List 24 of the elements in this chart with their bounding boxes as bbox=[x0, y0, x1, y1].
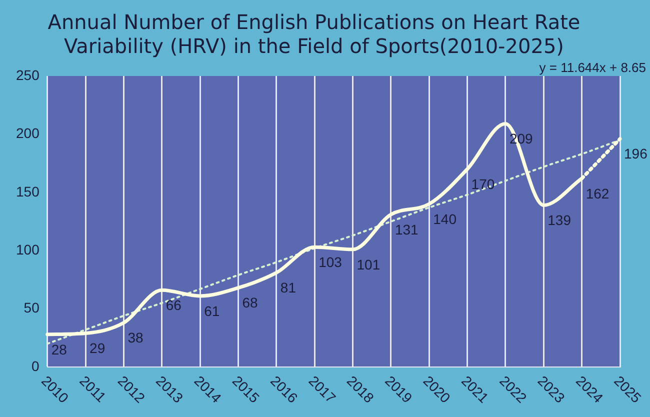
data-label: 140 bbox=[433, 210, 457, 227]
data-label: 139 bbox=[548, 212, 572, 228]
data-label: 103 bbox=[318, 254, 342, 270]
data-label: 170 bbox=[471, 176, 495, 192]
data-label: 38 bbox=[128, 330, 144, 346]
text: Annual Number of English Publications on Heart Rate bbox=[48, 10, 580, 34]
data-label: 196 bbox=[624, 146, 648, 162]
y-tick-label: 50 bbox=[24, 300, 40, 316]
text: Variability (HRV) in the Field of Sports(2010-2025) bbox=[64, 34, 564, 58]
y-tick-label: 250 bbox=[16, 66, 40, 83]
data-label: 81 bbox=[280, 280, 296, 296]
text: y = 11.644x + 8.65 bbox=[539, 60, 646, 76]
y-tick-label: 150 bbox=[16, 183, 40, 200]
data-label: 101 bbox=[356, 256, 380, 272]
data-label: 61 bbox=[204, 302, 220, 319]
data-label: 68 bbox=[242, 294, 258, 311]
y-tick-label: 200 bbox=[16, 125, 40, 142]
data-label: 66 bbox=[166, 297, 182, 314]
data-label: 131 bbox=[394, 221, 419, 238]
data-label: 162 bbox=[586, 185, 610, 202]
y-tick-label: 0 bbox=[32, 358, 40, 374]
y-tick-label: 100 bbox=[16, 241, 40, 258]
data-label: 28 bbox=[51, 341, 68, 358]
data-label: 29 bbox=[90, 340, 106, 356]
